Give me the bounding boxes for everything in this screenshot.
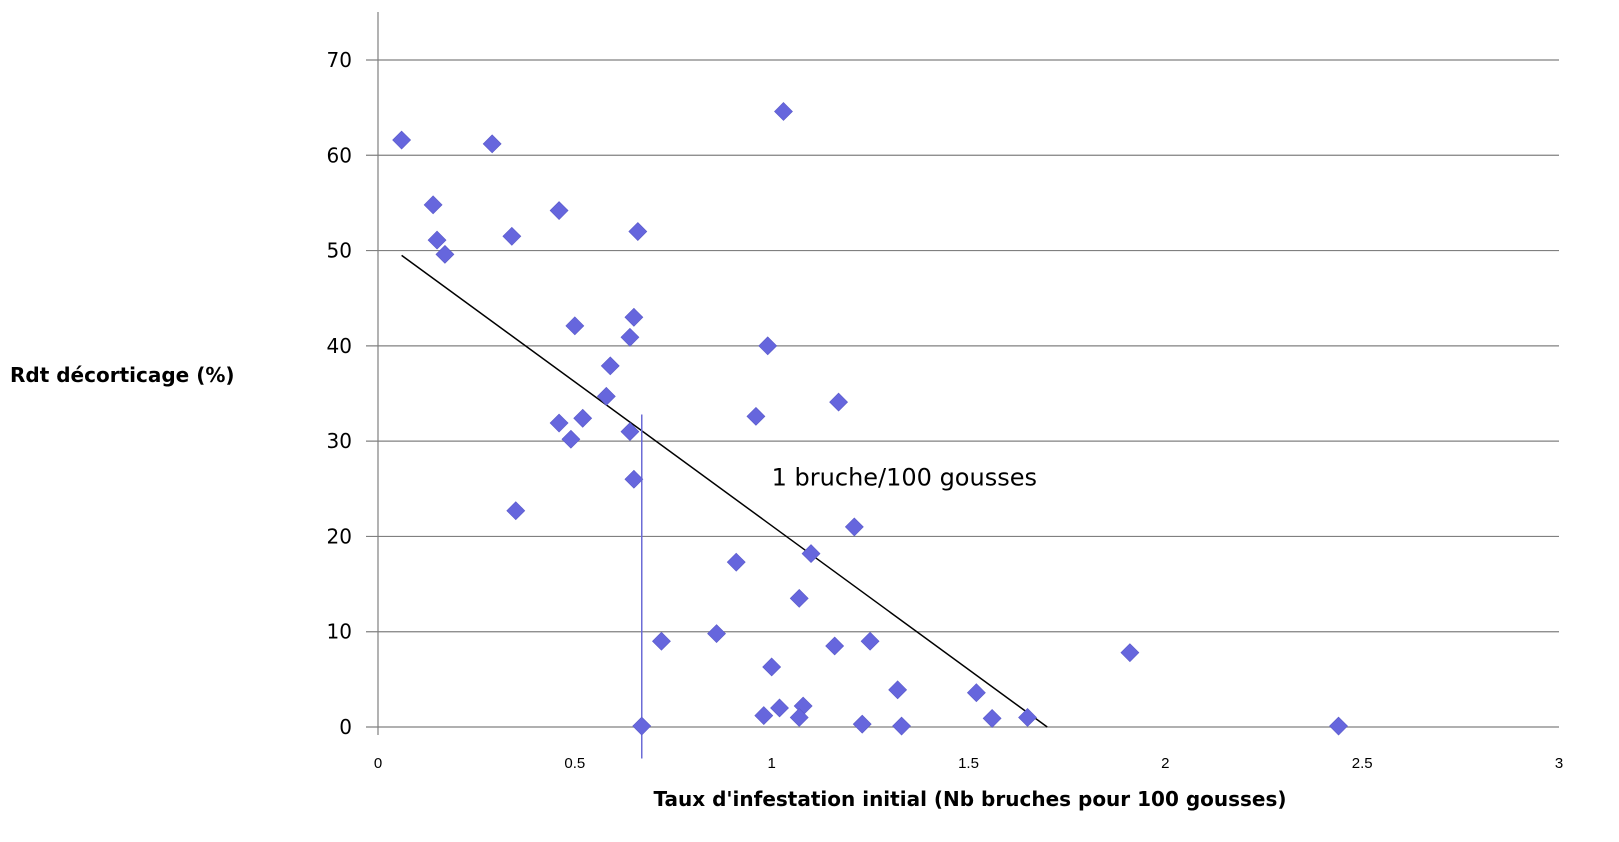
data-point (746, 406, 766, 426)
data-point (1018, 708, 1037, 727)
data-point (1120, 643, 1140, 663)
y-tick-label: 0 (339, 715, 352, 739)
data-point (762, 657, 782, 677)
data-point (966, 683, 986, 703)
data-point (707, 624, 726, 644)
y-tick-label: 40 (327, 334, 352, 358)
data-point (624, 307, 644, 327)
data-point (632, 716, 652, 736)
x-tick-label: 0 (374, 755, 382, 772)
x-tick-label: 3 (1555, 755, 1563, 772)
data-point (549, 413, 569, 433)
y-tick-label: 10 (327, 620, 352, 644)
data-point (620, 422, 640, 442)
data-point (754, 706, 774, 725)
y-tick-labels: 0 10 20 30 40 50 60 70 (327, 48, 352, 739)
data-point (829, 392, 849, 412)
x-tick-label: 2.5 (1352, 755, 1373, 772)
data-point (789, 708, 809, 727)
data-point (789, 588, 809, 608)
x-tick-label: 0.5 (564, 755, 585, 772)
data-point (860, 631, 880, 651)
data-point (435, 244, 455, 264)
y-tick-label: 30 (327, 429, 352, 453)
x-tick-label: 1.5 (958, 755, 979, 772)
x-tick-label: 1 (767, 755, 775, 772)
x-tick-labels: 0 0.5 1 1.5 2 2.5 3 (374, 755, 1563, 772)
data-point (561, 429, 581, 449)
data-point (1329, 716, 1348, 736)
data-point (596, 386, 616, 406)
data-point (482, 134, 502, 154)
data-point (825, 636, 845, 656)
data-point (982, 708, 1002, 728)
data-point (801, 544, 821, 564)
x-axis-title: Taux d'infestation initial (Nb bruches p… (653, 787, 1286, 811)
data-points (392, 102, 1348, 736)
data-point (392, 130, 412, 150)
data-point (624, 469, 644, 489)
data-point (770, 698, 789, 718)
data-point (758, 336, 778, 356)
data-point (774, 102, 793, 121)
data-point (652, 631, 671, 651)
x-tick-label: 2 (1161, 755, 1169, 772)
data-point (726, 552, 746, 572)
data-point (549, 201, 569, 220)
data-point (844, 517, 864, 537)
data-point (628, 222, 648, 241)
data-point (888, 680, 908, 700)
y-tick-label: 60 (327, 143, 352, 167)
data-point (506, 501, 526, 521)
data-point (852, 714, 872, 734)
y-axis-title: Rdt décorticage (%) (10, 363, 235, 387)
gridlines (366, 59, 1559, 728)
y-tick-label: 70 (327, 48, 352, 72)
data-point (600, 356, 620, 376)
data-point (892, 716, 912, 736)
y-tick-label: 20 (327, 524, 352, 548)
threshold-annotation: 1 bruche/100 gousses (772, 463, 1037, 491)
data-point (502, 226, 522, 246)
data-point (573, 408, 593, 428)
data-point (427, 230, 447, 250)
data-point (423, 195, 443, 215)
data-point (620, 327, 640, 347)
y-tick-label: 50 (327, 239, 352, 263)
trend-line (401, 254, 1048, 728)
data-point (565, 316, 585, 336)
